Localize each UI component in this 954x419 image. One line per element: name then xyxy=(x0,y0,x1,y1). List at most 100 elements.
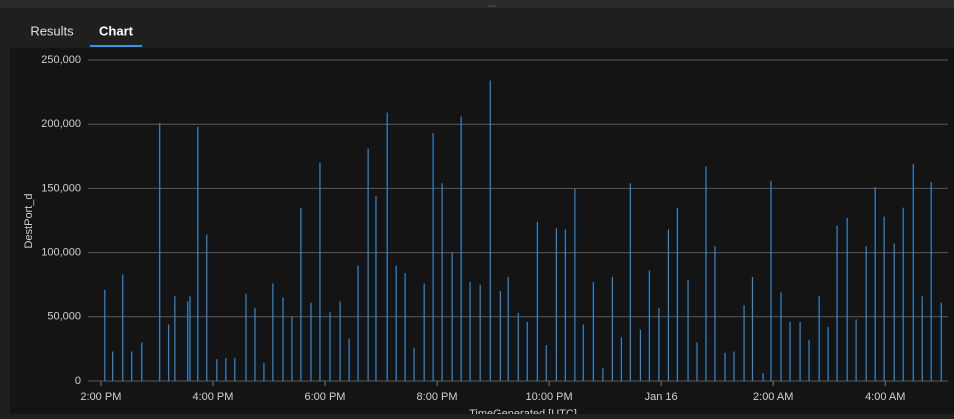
bar xyxy=(479,284,481,381)
tab-active[interactable]: Chart xyxy=(99,23,134,38)
bar xyxy=(770,180,772,381)
bar xyxy=(451,252,453,381)
y-tick-label: 150,000 xyxy=(41,182,81,194)
bar xyxy=(555,228,557,381)
bar xyxy=(291,316,293,381)
bar xyxy=(357,265,359,381)
bar xyxy=(921,296,923,381)
bar xyxy=(912,164,914,381)
bar xyxy=(189,296,191,381)
x-tick-label: 2:00 AM xyxy=(753,391,793,403)
bar xyxy=(883,216,885,381)
bar xyxy=(413,347,415,381)
bar xyxy=(432,133,434,381)
bar xyxy=(404,273,406,381)
bar xyxy=(469,282,471,381)
bar xyxy=(216,359,218,381)
bar xyxy=(743,305,745,381)
x-tick-label: 4:00 AM xyxy=(865,391,905,403)
bar xyxy=(902,207,904,381)
bar xyxy=(122,274,124,381)
bar xyxy=(206,234,208,381)
x-axis-label: TimeGenerated [UTC] xyxy=(469,408,577,414)
x-tick-label: 6:00 PM xyxy=(305,391,346,403)
bar xyxy=(499,291,501,381)
bar xyxy=(536,221,538,381)
y-tick-label: 200,000 xyxy=(41,118,81,130)
bar xyxy=(367,148,369,381)
bar xyxy=(705,166,707,381)
bar xyxy=(168,324,170,381)
bar xyxy=(545,345,547,381)
bar xyxy=(141,342,143,381)
bar xyxy=(865,246,867,381)
x-tick-label: Jan 16 xyxy=(645,391,678,403)
bar xyxy=(159,122,161,381)
bar xyxy=(460,116,462,381)
y-tick-label: 0 xyxy=(75,375,81,387)
bar xyxy=(893,243,895,381)
bar xyxy=(310,302,312,381)
y-tick-label: 100,000 xyxy=(41,247,81,259)
x-tick-label: 8:00 PM xyxy=(417,391,458,403)
bar xyxy=(846,217,848,381)
bar xyxy=(564,229,566,381)
bar xyxy=(874,187,876,381)
bar xyxy=(329,311,331,381)
bar xyxy=(780,292,782,381)
tab-underline xyxy=(90,45,142,47)
bar xyxy=(187,301,189,381)
bar xyxy=(827,327,829,381)
bar xyxy=(808,339,810,381)
x-tick-label: 4:00 PM xyxy=(192,391,233,403)
bar xyxy=(339,301,341,381)
bar xyxy=(667,229,670,381)
bar xyxy=(592,282,594,381)
bar xyxy=(687,279,689,381)
bar xyxy=(131,351,133,381)
bar xyxy=(245,293,247,381)
chart-area xyxy=(10,48,954,414)
bar xyxy=(582,324,584,381)
bar xyxy=(282,297,284,381)
bar xyxy=(696,342,698,381)
bar xyxy=(526,321,528,381)
bar xyxy=(762,373,764,381)
bar xyxy=(225,357,227,381)
bar xyxy=(386,112,388,382)
bar xyxy=(197,126,199,381)
bar xyxy=(395,265,397,381)
bar xyxy=(319,162,321,381)
bar xyxy=(234,357,236,381)
top-bar xyxy=(0,0,954,8)
y-tick-label: 250,000 xyxy=(41,54,81,66)
bar xyxy=(620,337,622,381)
bar xyxy=(940,302,942,381)
bar xyxy=(254,307,256,381)
x-tick-label: 2:00 PM xyxy=(80,391,121,403)
bar xyxy=(799,321,801,381)
bar xyxy=(733,351,735,381)
bar xyxy=(676,207,678,381)
bar xyxy=(174,296,176,381)
tab[interactable]: Results xyxy=(30,23,74,38)
bar xyxy=(658,307,660,381)
bar xyxy=(104,289,106,381)
bar xyxy=(648,270,650,381)
bar xyxy=(611,276,614,381)
bar xyxy=(724,352,726,381)
bar xyxy=(574,188,576,381)
bar xyxy=(272,283,274,381)
resize-handle[interactable]: ··· xyxy=(488,0,497,10)
y-axis-label: DestPort_d xyxy=(23,193,35,248)
bar xyxy=(423,283,425,381)
bar xyxy=(629,183,631,381)
bar xyxy=(517,312,519,381)
bar xyxy=(112,351,114,381)
bar xyxy=(507,276,509,381)
bar xyxy=(639,329,642,381)
bar xyxy=(789,321,791,381)
bar xyxy=(441,183,443,381)
bar xyxy=(714,246,716,381)
